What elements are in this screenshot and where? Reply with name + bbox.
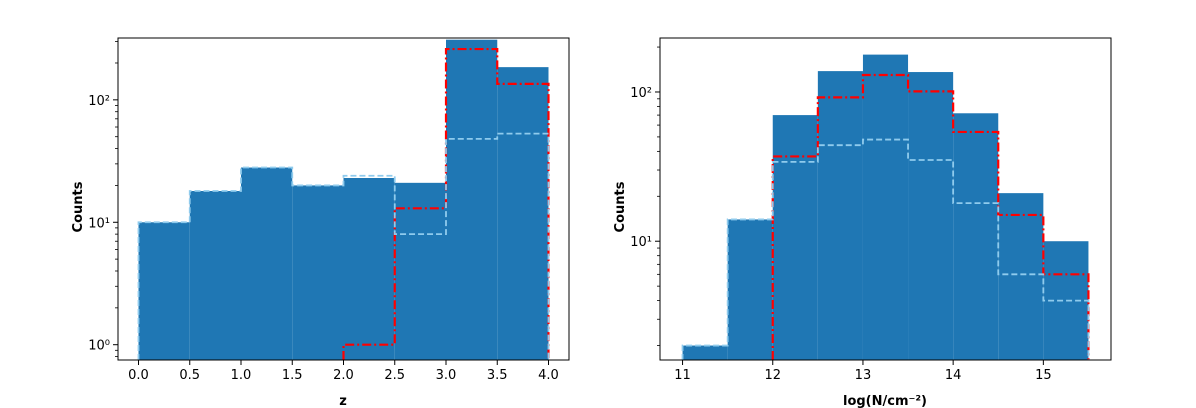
left-x-tick-label-4: 2.0 xyxy=(333,368,354,383)
left-x-tick-label-8: 4.0 xyxy=(538,368,559,383)
left-bar-5 xyxy=(394,182,446,360)
left-x-tick-label-3: 1.5 xyxy=(282,368,303,383)
right-axes-frame xyxy=(659,37,1112,361)
left-bar-1 xyxy=(189,191,241,360)
right-x-tick-label-0: 11 xyxy=(674,368,691,383)
right-x-tick-label-1: 12 xyxy=(764,368,781,383)
left-y-axis-label: Counts xyxy=(71,181,86,232)
left-y-tick-label-0: 10⁰ xyxy=(88,339,110,354)
left-bar-7 xyxy=(497,67,549,360)
right-x-tick-label-2: 13 xyxy=(855,368,872,383)
left-x-tick-label-1: 0.5 xyxy=(179,368,200,383)
right-x-tick-label-3: 14 xyxy=(945,368,962,383)
right-bar-0 xyxy=(682,345,728,360)
left-y-tick-label-1: 10¹ xyxy=(88,216,110,231)
right-x-tick-label-4: 15 xyxy=(1035,368,1052,383)
right-y-tick-label-1: 10² xyxy=(630,86,652,101)
left-x-tick-label-5: 2.5 xyxy=(384,368,405,383)
left-dashed-step-line xyxy=(137,132,550,360)
left-dashdot-step-line xyxy=(342,47,550,360)
left-x-tick-label-6: 3.0 xyxy=(436,368,457,383)
right-bar-1 xyxy=(727,219,773,360)
left-x-tick-label-0: 0.0 xyxy=(128,368,149,383)
right-bar-3 xyxy=(817,71,863,361)
right-bar-2 xyxy=(772,115,818,360)
left-bar-0 xyxy=(138,222,190,360)
right-x-axis-label: log(N/cm⁻²) xyxy=(843,394,927,408)
left-bar-4 xyxy=(343,177,395,360)
left-bar-6 xyxy=(446,39,498,360)
left-y-tick-label-2: 10² xyxy=(88,94,110,109)
right-y-tick-label-0: 10¹ xyxy=(630,235,652,250)
left-x-tick-label-7: 3.5 xyxy=(487,368,508,383)
left-bar-3 xyxy=(292,185,344,360)
right-bar-7 xyxy=(998,193,1044,360)
right-bar-6 xyxy=(953,113,999,360)
right-y-axis-label: Counts xyxy=(613,181,628,232)
left-bar-2 xyxy=(241,167,293,360)
right-dashdot-step-line xyxy=(771,73,1090,360)
left-histogram-panel: z Counts 0.0 0.5 1.0 1.5 2.0 2.5 3.0 3.5 4.0 10⁰ 1… xyxy=(71,37,570,408)
right-histogram-panel: log(N/cm⁻²) Counts 11 12 13 14 15 10¹ 10² xyxy=(613,37,1112,408)
right-dashed-step-line xyxy=(681,138,1090,360)
left-x-tick-label-2: 1.0 xyxy=(231,368,252,383)
left-x-axis-label: z xyxy=(339,394,347,408)
right-bar-4 xyxy=(862,54,909,361)
right-bar-5 xyxy=(908,72,954,361)
